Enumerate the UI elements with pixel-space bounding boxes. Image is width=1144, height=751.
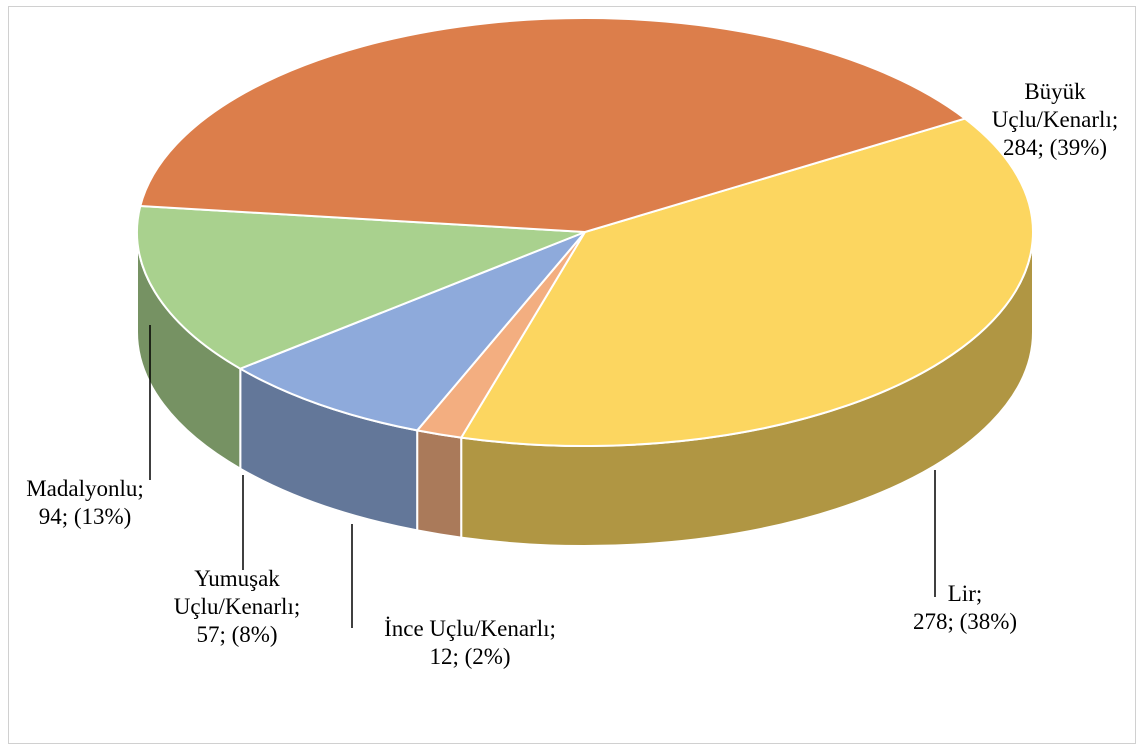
label-category: Büyük Uçlu/Kenarlı; bbox=[991, 79, 1119, 132]
label-category: Lir; bbox=[947, 581, 983, 606]
label-category: İnce Uçlu/Kenarlı; bbox=[384, 616, 556, 641]
data-label: İnce Uçlu/Kenarlı; 12; (2%) bbox=[345, 615, 595, 671]
slice-side bbox=[416, 429, 463, 539]
label-category: Madalyonlu; bbox=[26, 476, 144, 501]
label-value: 94; (13%) bbox=[38, 504, 132, 529]
data-label: Madalyonlu; 94; (13%) bbox=[0, 475, 170, 531]
leader-lines bbox=[149, 325, 936, 628]
pie bbox=[136, 17, 1034, 547]
data-label: Lir; 278; (38%) bbox=[855, 580, 1075, 636]
label-value: 284; (39%) bbox=[1002, 135, 1108, 160]
data-label: Yumuşak Uçlu/Kenarlı; 57; (8%) bbox=[147, 565, 327, 649]
slice bbox=[139, 17, 968, 234]
label-value: 278; (38%) bbox=[912, 609, 1018, 634]
slice bbox=[237, 231, 586, 432]
data-label: Büyük Uçlu/Kenarlı; 284; (39%) bbox=[960, 78, 1144, 162]
pie-tops bbox=[136, 17, 1034, 447]
label-value: 57; (8%) bbox=[196, 622, 278, 647]
slice bbox=[459, 117, 1034, 447]
slice bbox=[136, 204, 586, 370]
label-value: 12; (2%) bbox=[429, 644, 511, 669]
label-category: Yumuşak Uçlu/Kenarlı; bbox=[173, 566, 301, 619]
